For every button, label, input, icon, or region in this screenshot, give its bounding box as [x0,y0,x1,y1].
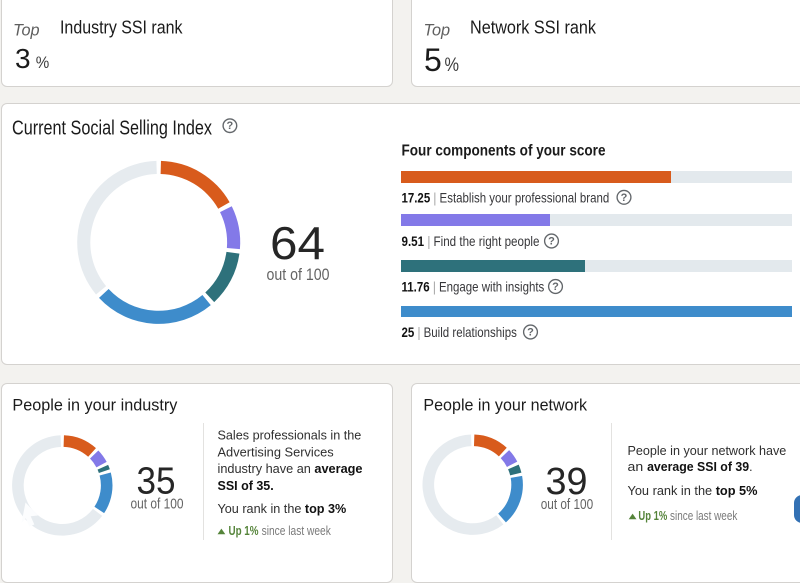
svg-text:Engage with insights: Engage with insights [439,279,544,295]
svg-text:17.25: 17.25 [402,189,431,205]
svg-text:since last week: since last week [667,509,738,523]
svg-text:Current Social Selling Index: Current Social Selling Index [12,118,212,140]
svg-text:Up 1%: Up 1% [638,509,667,523]
svg-text:Top: Top [424,22,451,40]
svg-text:Find the right people: Find the right people [434,233,540,249]
svg-text:Sales professionals in the: Sales professionals in the [218,428,362,443]
svg-text:3: 3 [15,43,31,74]
svg-text:%: % [36,53,50,72]
svg-text:5: 5 [424,42,442,78]
svg-text:SSI of 35.: SSI of 35. [218,478,274,493]
svg-text:average SSI of 39: average SSI of 39 [647,459,749,474]
svg-text:Top: Top [13,22,40,40]
svg-text:top 3%: top 3% [305,501,347,516]
svg-text:?: ? [548,236,555,248]
svg-text:35: 35 [137,461,176,503]
svg-text:|: | [430,189,439,205]
svg-text:out of 100: out of 100 [267,265,330,284]
svg-text:out of 100: out of 100 [131,495,184,512]
svg-text:%: % [445,55,460,76]
svg-text:|: | [424,233,434,249]
svg-text:11.76: 11.76 [402,279,430,295]
svg-text:25: 25 [402,324,415,340]
svg-text:Establish your professional br: Establish your professional brand [440,189,610,205]
svg-text:?: ? [552,281,559,293]
svg-text:Up 1%: Up 1% [229,524,259,538]
svg-text:out of 100: out of 100 [541,496,594,513]
svg-text:|: | [430,279,439,295]
svg-text:People in your network have: People in your network have [628,443,787,458]
svg-text:top 5%: top 5% [716,483,758,498]
svg-text:People in your industry: People in your industry [12,396,177,415]
svg-text:?: ? [527,327,534,339]
svg-text:average: average [314,461,362,476]
svg-text:|: | [414,324,423,340]
svg-text:People in your network: People in your network [423,396,587,415]
svg-text:9.51: 9.51 [402,233,425,249]
svg-text:an: an [628,459,648,474]
svg-text:You rank in the: You rank in the [218,501,305,516]
svg-text:.: . [749,459,752,474]
svg-text:Build relationships: Build relationships [424,324,517,340]
svg-text:?: ? [227,120,234,132]
svg-text:Advertising Services: Advertising Services [218,444,335,459]
svg-text:Four components of your score: Four components of your score [402,142,606,159]
svg-text:Industry SSI rank: Industry SSI rank [60,16,183,37]
svg-text:64: 64 [270,217,325,269]
svg-text:industry have an: industry have an [218,461,315,476]
svg-text:?: ? [621,192,628,204]
svg-text:39: 39 [546,461,588,503]
svg-text:You rank in the: You rank in the [628,483,716,498]
svg-text:Network SSI rank: Network SSI rank [470,16,597,37]
svg-text:since last week: since last week [259,524,332,538]
